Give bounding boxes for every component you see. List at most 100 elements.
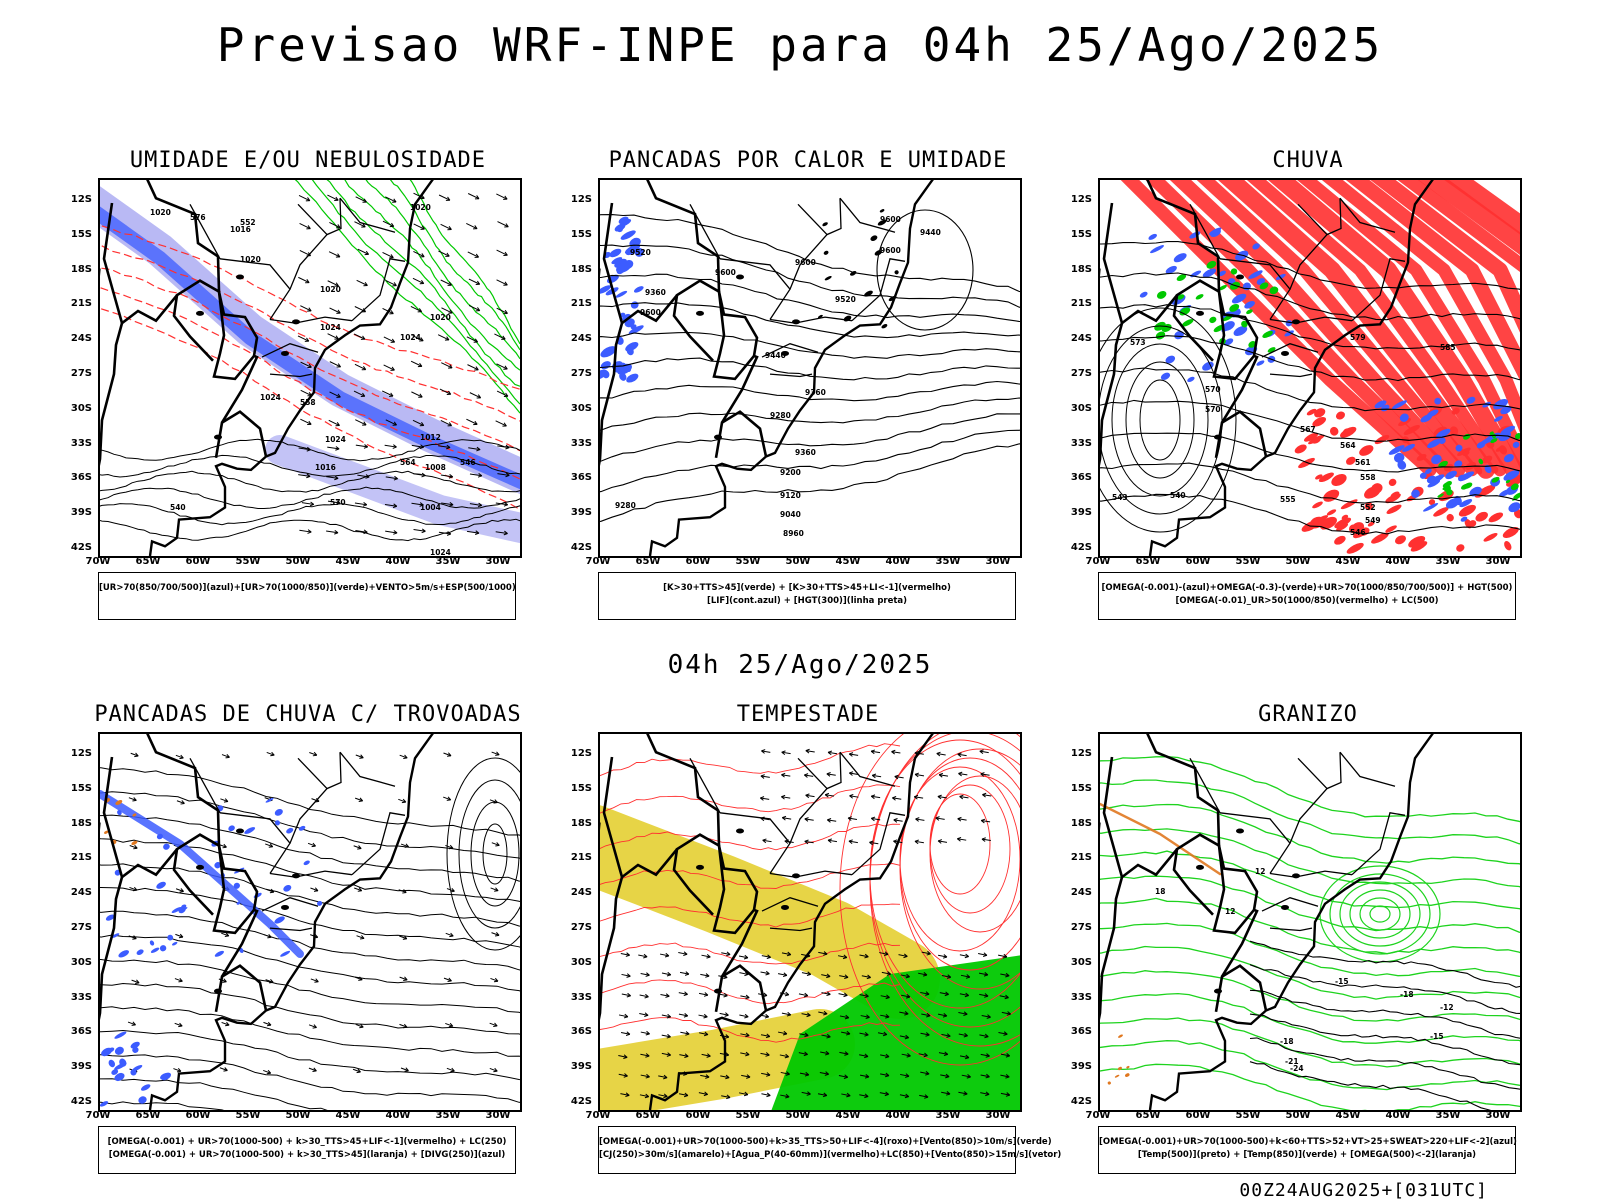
wind-vector-head: [870, 816, 876, 822]
divergence-blue-cell: [150, 947, 160, 953]
atlantic-coastline: [1148, 734, 1434, 1110]
streamline-arrow: [354, 797, 363, 802]
legend-line: [OMEGA(-0.001)+UR>70(1000-500)+k>35_TTS>…: [599, 1137, 1052, 1147]
wind-vector: [328, 419, 340, 426]
rain-cell-red: [1314, 408, 1326, 418]
omega-blue: [1426, 475, 1437, 484]
longitude-tick-label: 50W: [285, 556, 311, 567]
omega-green: [1176, 274, 1187, 282]
omega-500-orange-cell: [1117, 1066, 1122, 1071]
latitude-tick-label: 24S: [570, 887, 592, 899]
temp-500-black: [1249, 964, 1520, 1014]
wind-vector: [411, 444, 424, 448]
border-line: [717, 845, 759, 911]
wind-vector: [698, 1014, 708, 1018]
rain-cell-red: [1446, 513, 1454, 522]
wind-vector: [440, 420, 452, 427]
wind-vector-head: [417, 308, 423, 313]
wind-vector: [440, 279, 452, 286]
omega-blue: [1469, 486, 1482, 497]
streamline-arrow: [311, 798, 320, 802]
wind-vector: [441, 307, 453, 314]
longitude-tick-label: 60W: [1185, 1110, 1211, 1121]
wind-vector-head: [844, 1014, 850, 1020]
wind-vector: [780, 1071, 790, 1075]
wind-vector-head: [805, 793, 810, 799]
longitude-tick-label: 40W: [385, 1110, 411, 1121]
wind-vector-head: [744, 1013, 749, 1019]
border-line: [797, 757, 828, 790]
wind-vector-head: [935, 816, 940, 821]
lake-marker: [792, 319, 800, 325]
wind-vector: [412, 277, 424, 284]
wind-vector-head: [965, 974, 971, 979]
divergence-blue-cell: [118, 950, 129, 958]
wind-vector: [297, 335, 310, 342]
wind-vector-head: [913, 794, 919, 800]
divergence-blue-cell: [171, 941, 178, 946]
border-line: [289, 198, 342, 290]
legend-line: [Temp(500)](preto) + [Temp(850)](verde) …: [1137, 1150, 1477, 1160]
omega-blue: [1233, 325, 1248, 337]
rain-cell-red: [1341, 514, 1349, 520]
wind-vector-head: [1005, 1052, 1011, 1058]
wind-vector-head: [503, 365, 508, 370]
border-line: [789, 198, 842, 290]
contour-label: 1020: [150, 208, 171, 217]
wind-vector-head: [871, 773, 877, 779]
latitude-tick-label: 15S: [70, 782, 92, 794]
wind-vector-head: [419, 421, 425, 427]
wind-vector-head: [804, 1071, 810, 1077]
wind-vector-head: [745, 1032, 750, 1038]
streamline-arrow-head: [132, 886, 138, 892]
wind-vector: [871, 795, 881, 799]
rain-cell-red: [1451, 407, 1460, 415]
wind-vector: [780, 1094, 790, 1098]
wind-vector-head: [864, 993, 869, 999]
streamline-arrow-head: [178, 977, 183, 983]
wind-vector: [940, 1074, 950, 1078]
wind-vector: [699, 1032, 709, 1036]
wind-vector-head: [826, 991, 831, 997]
wind-vector: [720, 1075, 730, 1079]
divergence-blue-cell: [114, 1031, 127, 1039]
contour-label: 549: [1365, 516, 1381, 525]
streamline-arrow-head: [448, 844, 454, 850]
wind-vector: [914, 840, 924, 844]
latitude-tick-label: 42S: [1070, 542, 1092, 553]
wind-vector-head: [781, 750, 786, 756]
wind-vector-head: [419, 502, 424, 507]
contour-label: 1020: [430, 313, 451, 322]
contour-label: 570: [1205, 385, 1221, 394]
divergence-blue-cell: [214, 862, 222, 869]
wind-vector-head: [745, 1051, 750, 1057]
wind-vector-head: [446, 444, 451, 450]
humidity-band-core: [100, 206, 520, 490]
streamline-arrow-head: [356, 1068, 361, 1074]
wind-vector: [678, 952, 688, 955]
streamline-arrow: [308, 1024, 317, 1029]
wind-vector: [782, 817, 792, 820]
wind-vector-head: [362, 421, 367, 426]
longitude-tick-label: 60W: [185, 556, 211, 567]
wind-vector: [298, 276, 310, 284]
latitude-tick-label: 21S: [570, 852, 592, 864]
height-contour-closed: [1100, 325, 1223, 515]
wind-vector: [838, 993, 848, 996]
streamline-arrow-head: [314, 978, 319, 983]
contour-label: 1016: [315, 463, 336, 472]
border-line: [1297, 203, 1328, 236]
rain-cell-red: [1345, 456, 1356, 465]
wind-vector: [496, 307, 508, 314]
wind-vector-head: [946, 974, 952, 979]
wind-vector: [980, 1074, 990, 1078]
streamline-arrow: [310, 887, 319, 892]
wind-vector-head: [336, 363, 341, 368]
rain-cell-red: [1482, 455, 1493, 464]
wind-vector: [441, 362, 453, 369]
wind-vector-head: [305, 279, 310, 284]
legend-line: [UR>70(850/700/500)](azul)+[UR>70(1000/8…: [99, 583, 516, 593]
wind-vector-head: [824, 1071, 829, 1076]
rain-cell-red: [1408, 535, 1426, 548]
streamline-arrow: [400, 843, 409, 848]
